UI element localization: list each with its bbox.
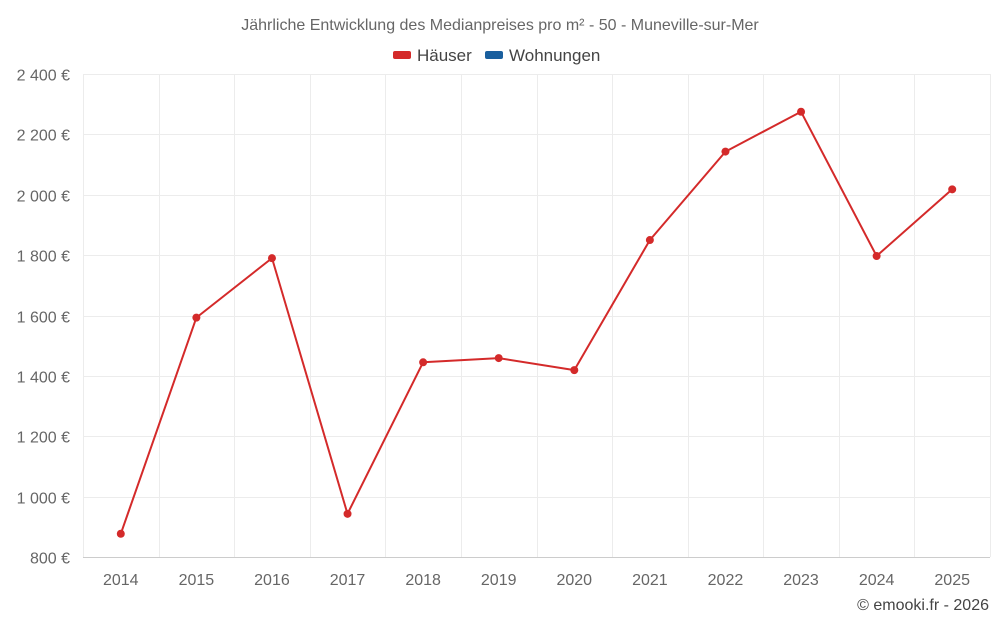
data-point-haeuser[interactable] bbox=[645, 236, 654, 245]
legend-swatch-wohnungen bbox=[485, 51, 503, 59]
data-point-haeuser[interactable] bbox=[948, 185, 957, 194]
data-point-haeuser[interactable] bbox=[267, 254, 276, 263]
credit-text: © emooki.fr - 2026 bbox=[857, 597, 989, 614]
y-tick-label: 1 600 € bbox=[17, 310, 70, 327]
x-tick-label: 2021 bbox=[632, 572, 668, 589]
x-tick-label: 2025 bbox=[934, 572, 970, 589]
legend: Häuser Wohnungen bbox=[393, 46, 600, 65]
data-point-haeuser[interactable] bbox=[570, 366, 579, 375]
series-layer bbox=[116, 107, 957, 538]
legend-label-haeuser: Häuser bbox=[417, 46, 472, 65]
x-tick-label: 2024 bbox=[859, 572, 895, 589]
y-tick-label: 2 400 € bbox=[17, 68, 70, 85]
data-point-haeuser[interactable] bbox=[721, 147, 730, 156]
data-point-haeuser[interactable] bbox=[192, 313, 201, 322]
y-tick-label: 1 400 € bbox=[17, 370, 70, 387]
y-tick-label: 800 € bbox=[30, 551, 70, 568]
legend-item-wohnungen[interactable]: Wohnungen bbox=[485, 46, 600, 65]
y-tick-label: 1 800 € bbox=[17, 249, 70, 266]
y-tick-label: 1 000 € bbox=[17, 491, 70, 508]
chart-title: Jährliche Entwicklung des Medianpreises … bbox=[241, 17, 759, 34]
x-tick-label: 2014 bbox=[103, 572, 139, 589]
y-gridlines bbox=[83, 74, 990, 498]
legend-label-wohnungen: Wohnungen bbox=[509, 46, 600, 65]
data-point-haeuser[interactable] bbox=[116, 529, 125, 538]
data-point-haeuser[interactable] bbox=[419, 358, 428, 367]
x-tick-label: 2019 bbox=[481, 572, 517, 589]
x-tick-label: 2023 bbox=[783, 572, 819, 589]
x-tick-label: 2022 bbox=[708, 572, 744, 589]
legend-swatch-haeuser bbox=[393, 51, 411, 59]
x-tick-label: 2020 bbox=[556, 572, 592, 589]
x-tick-label: 2017 bbox=[330, 572, 366, 589]
data-point-haeuser[interactable] bbox=[797, 107, 806, 116]
y-tick-label: 2 000 € bbox=[17, 189, 70, 206]
y-tick-label: 1 200 € bbox=[17, 430, 70, 447]
y-tick-label: 2 200 € bbox=[17, 128, 70, 145]
data-point-haeuser[interactable] bbox=[872, 252, 881, 261]
x-tick-label: 2016 bbox=[254, 572, 290, 589]
x-gridlines bbox=[83, 74, 991, 557]
x-tick-label: 2018 bbox=[405, 572, 441, 589]
legend-item-haeuser[interactable]: Häuser bbox=[393, 46, 472, 65]
data-point-haeuser[interactable] bbox=[343, 509, 352, 518]
data-point-haeuser[interactable] bbox=[494, 354, 503, 363]
x-axis-ticks: 2014 2015 2016 2017 2018 2019 2020 2021 2022 2023… bbox=[103, 572, 970, 589]
x-tick-label: 2015 bbox=[179, 572, 215, 589]
y-axis-ticks: 800 € 1 000 € 1 200 € 1 400 € 1 600 € 1 800 €… bbox=[17, 68, 70, 568]
series-line-haeuser bbox=[119, 110, 953, 535]
